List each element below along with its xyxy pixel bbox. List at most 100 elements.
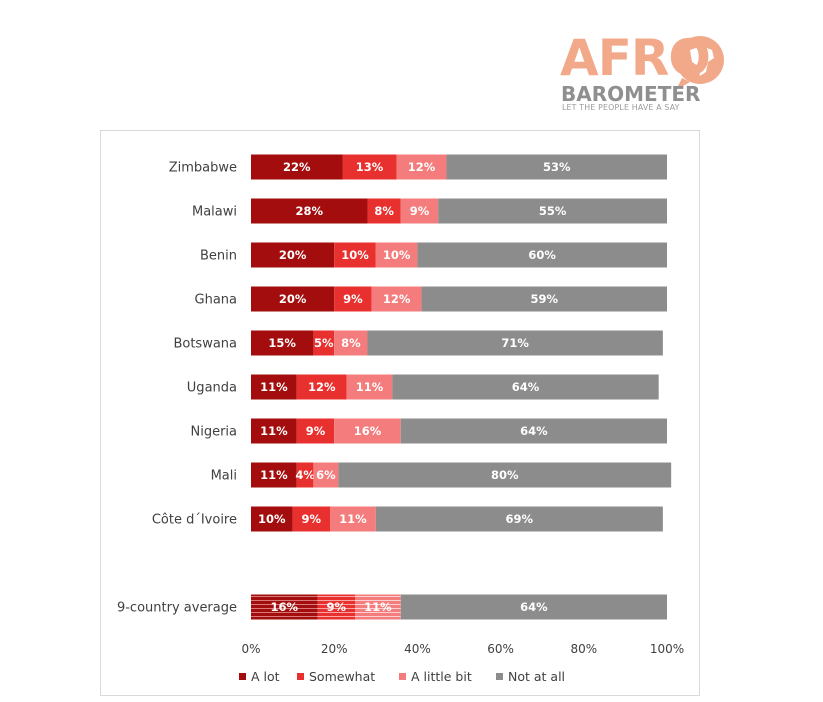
- bar-segment: [371, 286, 422, 312]
- bar-segment: [251, 198, 368, 224]
- bar-segment: [313, 462, 339, 488]
- category-label: Ghana: [195, 293, 238, 308]
- data-label: 59%: [531, 292, 559, 306]
- bar-segment: [400, 198, 439, 224]
- data-label: 16%: [271, 600, 299, 614]
- category-label: Benin: [200, 249, 237, 264]
- data-label: 64%: [520, 600, 548, 614]
- data-label: 11%: [364, 600, 392, 614]
- bar-segment: [330, 506, 376, 532]
- bar-segment: [251, 462, 297, 488]
- data-label: 11%: [260, 380, 288, 394]
- category-label: Malawi: [192, 205, 237, 220]
- legend-label: Somewhat: [309, 669, 375, 684]
- data-label: 8%: [374, 204, 394, 218]
- data-label: 55%: [539, 204, 567, 218]
- category-label: Botswana: [173, 337, 237, 352]
- bar-segment: [296, 462, 314, 488]
- x-tick-label: 40%: [404, 642, 431, 656]
- x-tick-label: 100%: [650, 642, 684, 656]
- x-axis-ticks: 0% 20% 40% 60% 80% 100%: [241, 642, 684, 656]
- bar-segment: [251, 242, 335, 268]
- bar-segment: [251, 154, 343, 180]
- data-label: 9%: [410, 204, 430, 218]
- bar-segment: [251, 418, 297, 444]
- data-label: 12%: [383, 292, 411, 306]
- data-label: 16%: [354, 424, 382, 438]
- data-label: 9%: [306, 424, 326, 438]
- bar-segment: [251, 330, 314, 356]
- data-label: 64%: [512, 380, 540, 394]
- data-label: 69%: [506, 512, 534, 526]
- bar-segment: [417, 242, 667, 268]
- bar-segment: [338, 462, 672, 488]
- data-label: 5%: [314, 336, 334, 350]
- legend-swatch: [496, 673, 503, 680]
- data-label: 10%: [383, 248, 411, 262]
- category-label: Nigeria: [190, 425, 237, 440]
- data-label: 11%: [260, 468, 288, 482]
- data-label: 20%: [279, 292, 307, 306]
- data-label: 11%: [356, 380, 384, 394]
- logo-barometer-text: BAROMETER: [561, 82, 701, 106]
- legend: A lot Somewhat A little bit Not at all: [239, 669, 565, 684]
- bar-segment: [334, 418, 401, 444]
- x-tick-label: 80%: [570, 642, 597, 656]
- logo-afro-text: AFRO: [560, 29, 711, 87]
- bar-segment: [251, 506, 293, 532]
- bar-segment: [292, 506, 331, 532]
- data-label: 15%: [268, 336, 296, 350]
- africa-map-icon: [676, 36, 724, 90]
- legend-label: A little bit: [411, 669, 472, 684]
- category-label: Uganda: [187, 381, 237, 396]
- data-label: 9%: [343, 292, 363, 306]
- data-label: 10%: [258, 512, 286, 526]
- data-label: 10%: [341, 248, 369, 262]
- data-label: 11%: [339, 512, 367, 526]
- category-label: Mali: [211, 469, 237, 484]
- data-label: 64%: [520, 424, 548, 438]
- legend-swatch: [239, 673, 246, 680]
- bar-segment: [251, 286, 335, 312]
- bar-segment: [334, 330, 368, 356]
- bar-segment: [392, 374, 659, 400]
- data-label: 8%: [341, 336, 361, 350]
- data-label: 13%: [356, 160, 384, 174]
- category-label: Zimbabwe: [169, 161, 237, 176]
- bar-segment: [375, 506, 663, 532]
- data-label: 22%: [283, 160, 311, 174]
- data-label: 60%: [528, 248, 556, 262]
- data-label: 6%: [316, 468, 336, 482]
- data-label: 20%: [279, 248, 307, 262]
- bars-group: Zimbabwe 22% 13% 12% 53% Malawi 28% 8% 9% 55% Beni…: [117, 154, 672, 620]
- category-label: Côte d´Ivoire: [152, 513, 237, 528]
- bar-segment: [296, 418, 335, 444]
- bar-segment: [251, 594, 318, 620]
- legend-swatch: [297, 673, 304, 680]
- x-tick-label: 20%: [321, 642, 348, 656]
- bar-segment: [334, 242, 376, 268]
- data-label: 9%: [327, 600, 347, 614]
- data-label: 12%: [308, 380, 336, 394]
- bar-segment: [317, 594, 355, 620]
- bar-segment: [400, 418, 667, 444]
- data-label: 11%: [260, 424, 288, 438]
- data-label: 71%: [501, 336, 529, 350]
- afrobarometer-logo: AFRO BAROMETER LET THE PEOPLE HAVE A SAY: [560, 30, 740, 115]
- data-label: 53%: [543, 160, 571, 174]
- bar-segment: [296, 374, 347, 400]
- legend-label: Not at all: [508, 669, 565, 684]
- bar-segment: [396, 154, 447, 180]
- logo-tagline: LET THE PEOPLE HAVE A SAY: [562, 103, 680, 112]
- bar-segment: [342, 154, 397, 180]
- bar-segment: [367, 330, 663, 356]
- category-label: 9-country average: [117, 601, 237, 616]
- bar-segment: [438, 198, 667, 224]
- bar-segment: [421, 286, 667, 312]
- data-label: 80%: [491, 468, 519, 482]
- legend-label: A lot: [251, 669, 280, 684]
- data-label: 9%: [302, 512, 322, 526]
- bar-segment: [334, 286, 372, 312]
- bar-segment: [367, 198, 401, 224]
